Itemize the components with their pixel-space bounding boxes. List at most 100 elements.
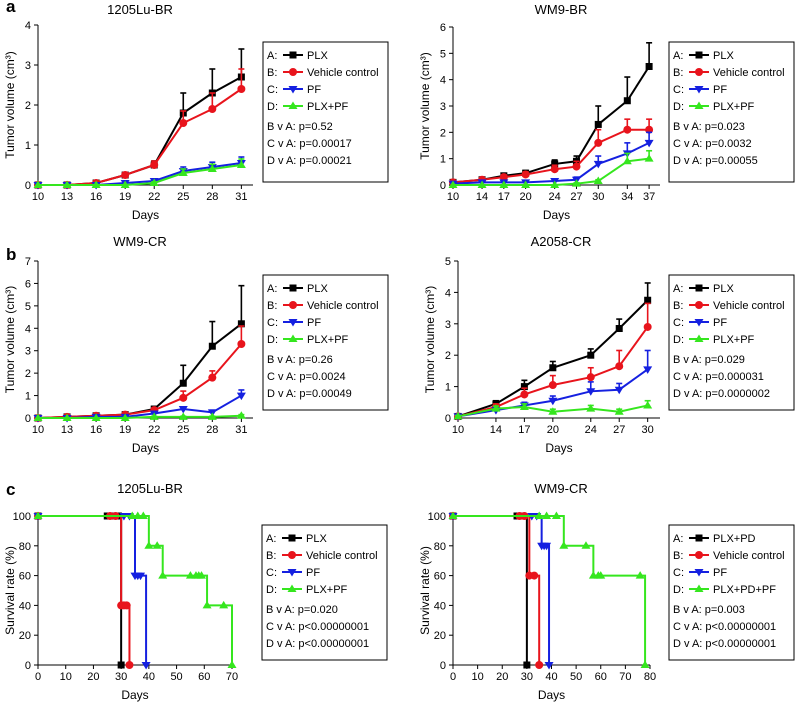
data-point <box>519 402 529 411</box>
data-point <box>644 154 654 162</box>
x-tick-label: 40 <box>143 671 155 683</box>
y-tick-label: 4 <box>445 287 451 299</box>
data-point <box>643 400 653 409</box>
legend-marker <box>695 51 703 59</box>
data-point <box>614 386 624 395</box>
y-tick-label: 6 <box>440 22 446 34</box>
stat-text: D v A: p=0.00021 <box>267 155 352 167</box>
series-D <box>33 158 246 188</box>
y-tick-label: 40 <box>434 600 446 612</box>
legend-box <box>668 274 795 411</box>
data-point <box>643 322 652 331</box>
legend-key: A: <box>266 533 276 545</box>
survival-curve <box>453 515 528 665</box>
data-point <box>521 170 530 179</box>
legend-marker <box>289 301 297 309</box>
series-B <box>34 512 134 669</box>
data-point <box>91 413 101 421</box>
legend-marker <box>695 551 703 559</box>
series-C <box>33 513 151 670</box>
series-C <box>448 513 554 670</box>
legend-label: PLX+PD+PF <box>713 584 776 596</box>
x-tick-label: 14 <box>476 191 488 203</box>
data-point <box>594 120 602 128</box>
legend-marker <box>289 284 297 292</box>
y-tick-label: 100 <box>13 511 31 523</box>
y-tick-label: 7 <box>25 256 31 268</box>
x-tick-label: 10 <box>472 671 484 683</box>
series-line <box>38 414 242 419</box>
legend-key: D: <box>266 584 277 596</box>
legend-marker <box>288 319 298 327</box>
legend-key: D: <box>673 334 684 346</box>
data-point <box>615 362 624 371</box>
legend-key: C: <box>266 567 277 579</box>
x-tick-label: 0 <box>450 671 456 683</box>
series-A <box>34 512 125 669</box>
legend: A: PLX B: Vehicle control C: PF D: PLX+PF B v A:… <box>262 274 389 411</box>
series-D <box>453 399 653 420</box>
chart-title: WM9-BR <box>535 2 588 17</box>
data-point <box>551 511 561 519</box>
legend-marker <box>288 101 298 109</box>
legend-label: PLX+PF <box>307 101 349 113</box>
legend-key: B: <box>673 550 683 562</box>
legend: A: PLX B: Vehicle control C: PF D: PLX+PF B v A:… <box>262 41 389 183</box>
series-B <box>449 118 654 187</box>
stat-text: B v A: p=0.26 <box>267 354 333 366</box>
data-point <box>236 411 246 419</box>
stat-text: C v A: p<0.00000001 <box>673 621 776 633</box>
data-point <box>645 63 653 70</box>
legend-marker <box>289 68 297 76</box>
legend: A: PLX B: Vehicle control C: PF D: PLX+PF B v A:… <box>668 274 795 411</box>
x-tick-label: 20 <box>87 671 99 683</box>
legend-key: C: <box>267 84 278 96</box>
legend: A: PLX+PD B: Vehicle control C: PF D: PLX+PD+PF… <box>668 524 795 661</box>
series-line <box>37 343 243 419</box>
y-tick-label: 3 <box>25 346 31 358</box>
y-tick-label: 0 <box>440 180 446 192</box>
chart-5: WM9-CR 0 10 20 30 40 50 60 70 80 0 20 40 60 80 100 Days S… <box>418 481 795 702</box>
y-axis-label: Tumor volume (cm³) <box>3 286 17 394</box>
legend-key: A: <box>673 533 683 545</box>
data-point <box>542 542 552 551</box>
y-tick-label: 0 <box>25 180 31 192</box>
y-tick-label: 100 <box>428 511 446 523</box>
data-point <box>120 180 130 188</box>
data-point <box>551 160 559 168</box>
x-tick-label: 50 <box>170 671 182 683</box>
y-tick-label: 60 <box>434 571 446 583</box>
legend-label: PLX <box>306 533 327 545</box>
legend-key: D: <box>267 101 278 113</box>
legend-marker <box>288 86 298 94</box>
data-point <box>120 413 130 421</box>
legend-marker <box>288 534 296 542</box>
data-point <box>33 180 43 188</box>
data-point <box>237 339 246 348</box>
series-D <box>33 511 237 668</box>
data-point <box>91 180 101 188</box>
legend-label: Vehicle control <box>306 550 378 562</box>
x-tick-label: 27 <box>570 191 582 203</box>
data-point <box>535 661 544 669</box>
data-point <box>586 404 596 412</box>
y-tick-label: 2 <box>440 127 446 139</box>
x-tick-label: 20 <box>547 424 559 436</box>
y-tick-label: 0 <box>25 660 31 672</box>
legend-key: D: <box>673 101 684 113</box>
series-B <box>449 512 544 669</box>
y-axis-label: Tumor volume (cm³) <box>418 52 432 160</box>
legend-marker <box>694 584 704 592</box>
legend-marker <box>695 284 703 292</box>
legend-key: A: <box>673 283 683 295</box>
survival-curve <box>38 515 131 665</box>
data-point <box>125 661 134 669</box>
x-tick-label: 22 <box>148 191 160 203</box>
x-tick-label: 30 <box>642 424 654 436</box>
x-tick-label: 17 <box>518 424 530 436</box>
y-axis-label: Survival rate (%) <box>3 546 17 635</box>
x-tick-label: 14 <box>490 424 502 436</box>
data-point <box>644 296 652 304</box>
legend-marker <box>288 551 296 559</box>
data-point <box>544 662 554 670</box>
